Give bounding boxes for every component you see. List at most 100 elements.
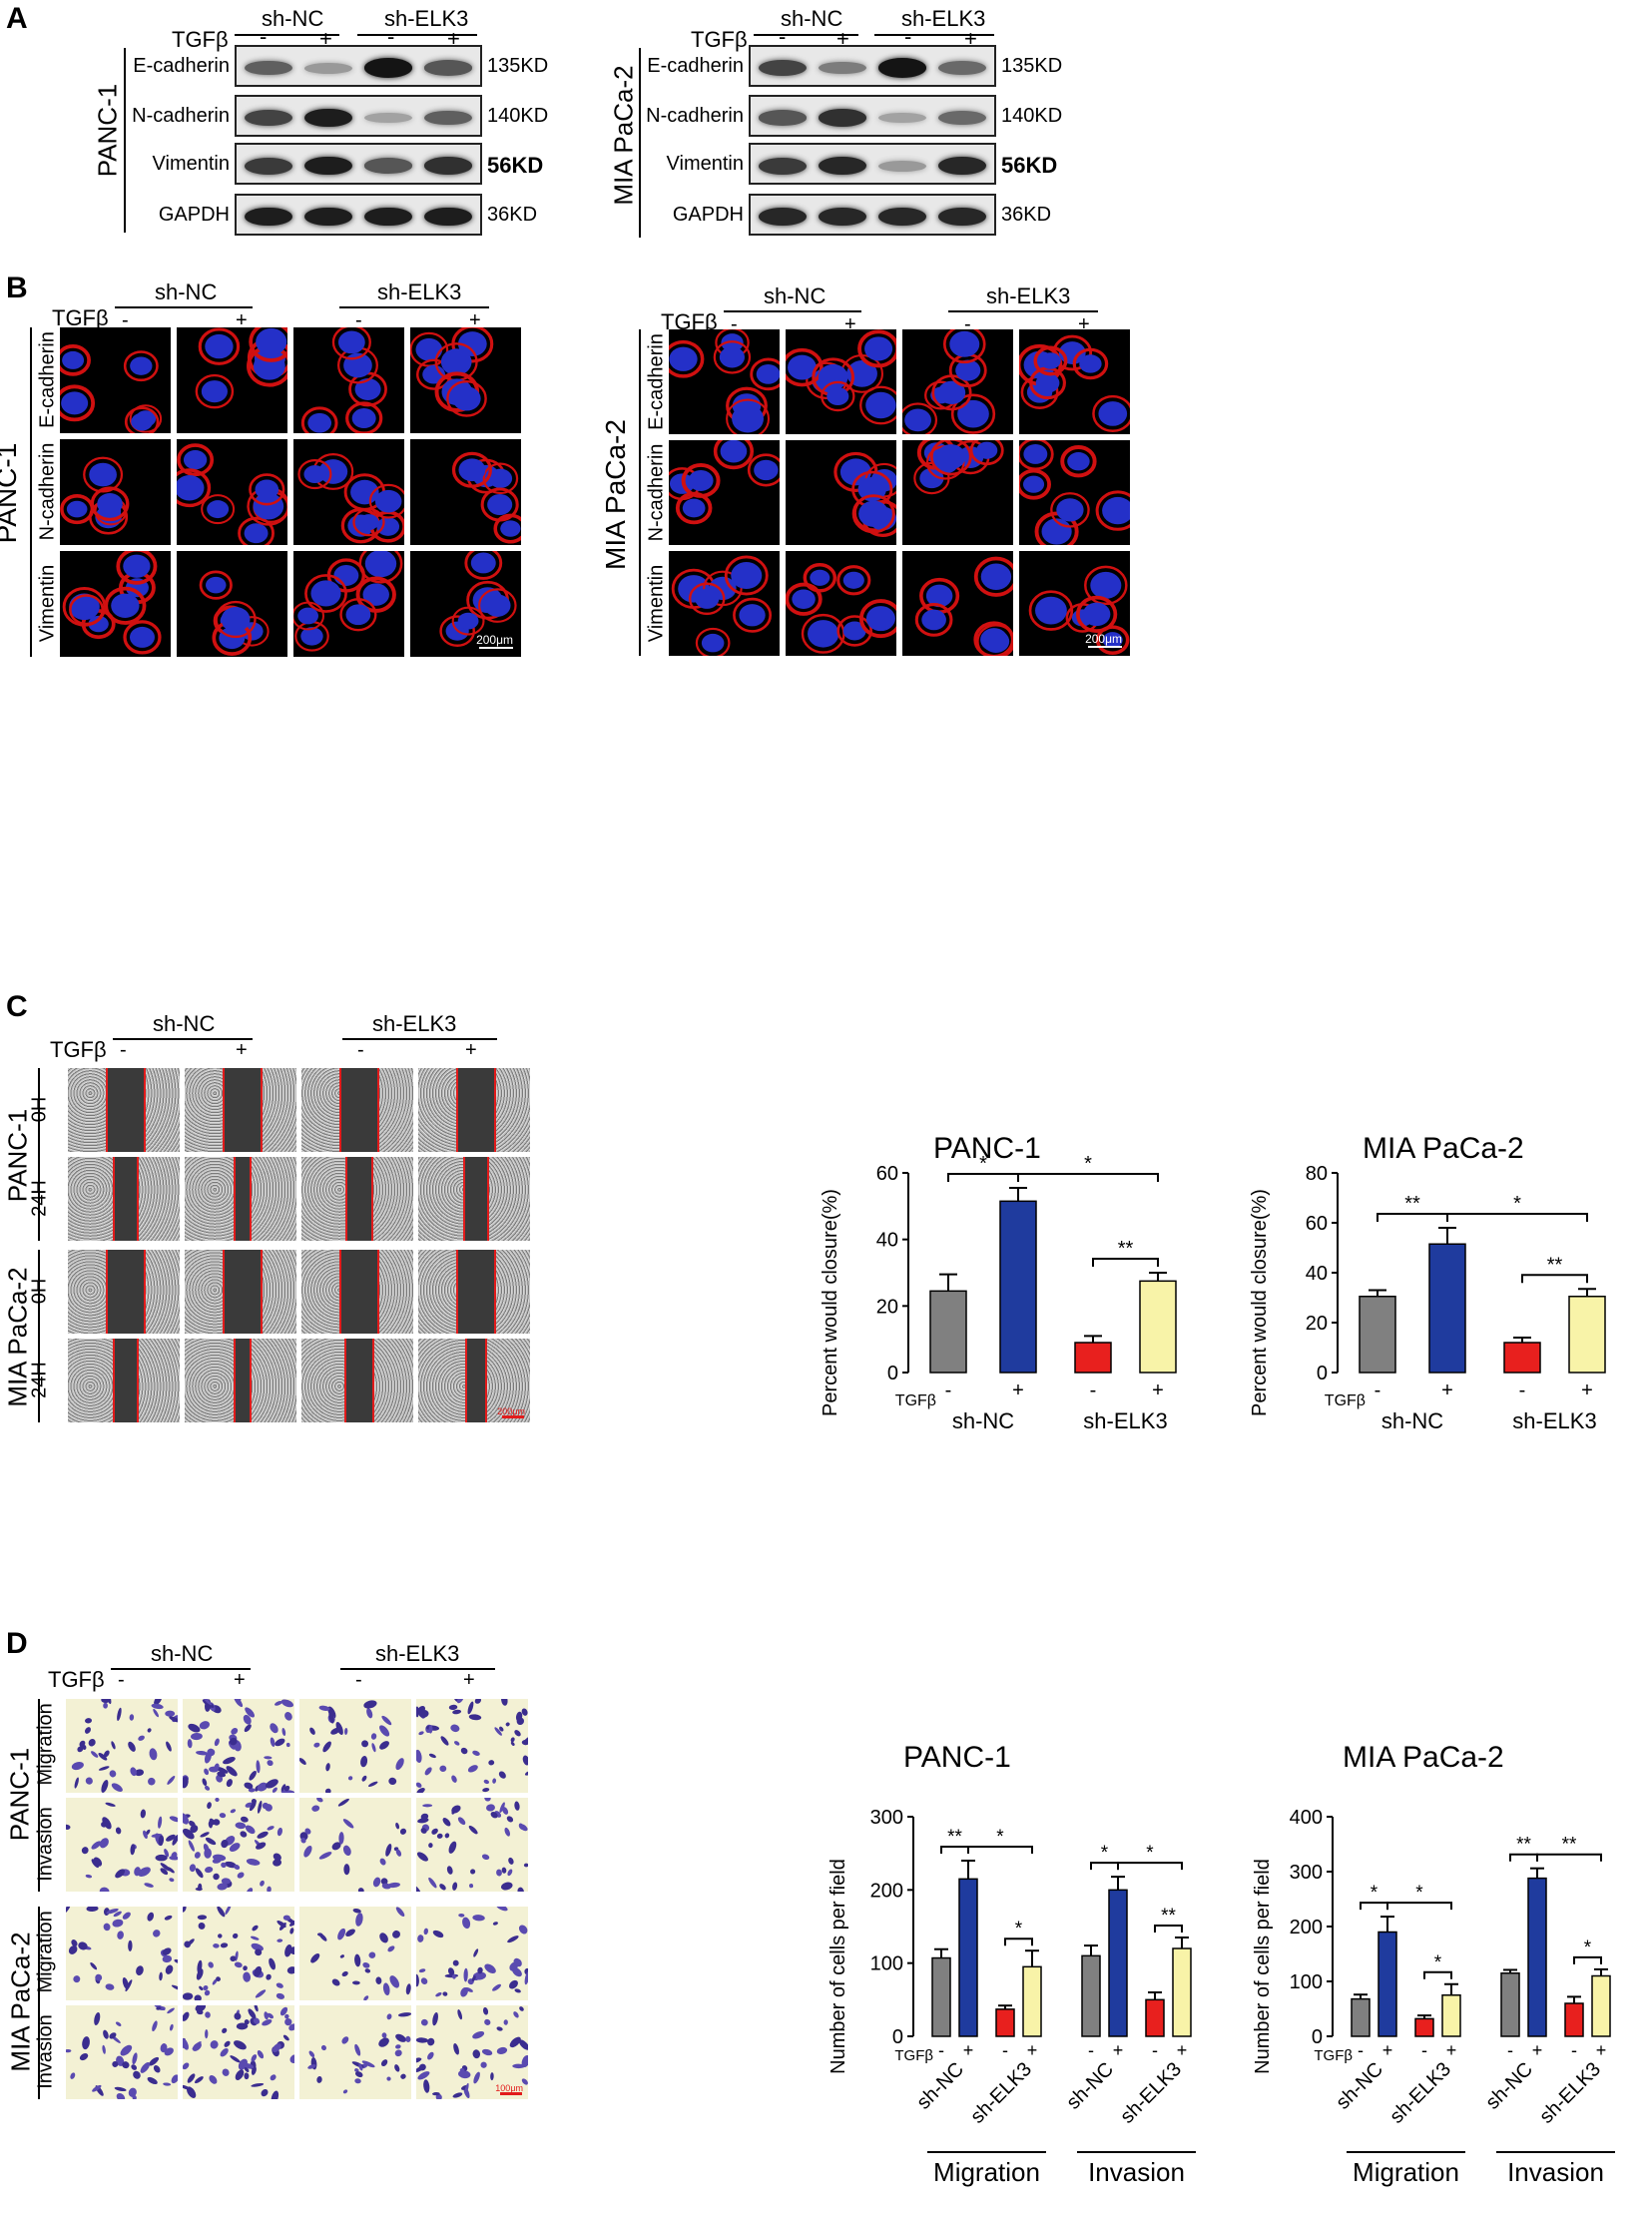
stained-cell [472,1915,485,1922]
protein-band [245,60,292,76]
stained-cell [165,1710,176,1717]
tgfb-minus: - [355,1669,362,1691]
stained-cell [262,2019,273,2026]
nucleus [354,377,381,400]
stained-cell [505,1722,510,1727]
stained-cell [439,1765,447,1772]
stained-cell [382,1982,390,1996]
stained-cell [166,1741,172,1752]
stained-cell [483,1779,489,1785]
stained-cell [458,1913,465,1918]
stained-cell [234,2012,242,2020]
stained-cell [66,1824,71,1830]
nucleus [842,571,864,589]
stained-cell [209,2075,218,2084]
stained-cell [102,2044,106,2054]
membrane-stain [1019,468,1051,500]
stained-cell [416,1782,422,1788]
tgfb-plus: + [1152,1380,1164,1401]
stained-cell [220,2048,229,2057]
nucleus [415,337,443,361]
stained-cell [134,1769,145,1777]
nucleus [457,331,487,356]
transwell-image [299,2005,411,2099]
significance-bracket [1154,1925,1183,1933]
stained-cell [172,1834,178,1846]
protein-band [819,109,866,127]
stained-cell [232,1933,239,1938]
membrane-stain [116,551,158,585]
wound-gap [234,1339,252,1422]
wound-image [418,1250,530,1334]
cell-line-label: PANC-1 [92,83,123,178]
protein-band [245,157,292,175]
fluorescence-image: 200μm [1019,551,1130,656]
stained-cell [506,1816,514,1823]
nucleus [846,360,877,387]
nucleus [61,391,89,415]
stained-cell [354,2071,363,2078]
membrane-stain [177,468,212,508]
stained-cell [361,2060,375,2068]
stained-cell [355,1913,363,1927]
stained-cell [448,1704,458,1711]
protein-label: N-cadherin [646,105,744,127]
wound-gap [113,1157,139,1241]
stained-cell [194,1994,202,2000]
nucleus [303,465,326,484]
stained-cell [428,1843,433,1849]
stained-cell [484,2018,491,2025]
tgfb-plus: + [447,26,460,51]
stained-cell [508,1857,514,1865]
tgfb-minus: - [1375,1380,1381,1401]
stained-cell [105,1983,115,1990]
stained-cell [226,1779,233,1788]
stained-cell [120,2044,133,2056]
cell-line-label: PANC-1 [0,442,22,544]
bar [1108,1889,1128,2037]
stained-cell [492,1778,497,1784]
stained-cell [194,2076,204,2084]
wound-healing-images: sh-NC sh-ELK3 TGFβ - + - + PANC-1 MIA PaCa-2 0H 24… [0,1003,759,1472]
significance-bracket [1117,1862,1183,1871]
section-label: Migration [933,2157,1040,2187]
transwell-image [66,2005,178,2099]
nucleus [701,633,725,653]
group-label-sh-elk3: sh-ELK3 [986,283,1071,308]
stained-cells-svg [416,1907,528,1997]
wound-image [185,1157,296,1241]
tgfb-plus: + [964,26,977,51]
stained-cell [395,2044,401,2049]
stained-cell [200,1832,210,1838]
tgfb-plus: + [836,26,849,51]
stained-cell [360,1756,368,1768]
stained-cell [482,2007,489,2015]
stained-cell [472,2049,481,2059]
transwell-image [66,1907,178,2000]
stained-cell [337,1798,349,1807]
stained-cell [379,1725,390,1737]
tgfb-label: TGFβ [1325,1392,1366,1409]
group-label: sh-ELK3 [1385,2058,1455,2128]
stained-cells-svg [416,2006,528,2099]
stained-cell [452,1882,458,1891]
group-label: sh-NC [1381,1408,1443,1433]
protein-label: N-cadherin [132,105,230,127]
stained-cell [299,1758,306,1765]
stained-cell [213,1873,220,1881]
stained-cell [367,1781,378,1787]
kd-size-label: 140KD [1001,105,1063,127]
stained-cell [167,2007,175,2014]
stained-cell [205,1867,214,1874]
stained-cells-svg [307,2012,411,2094]
fluorescence-image [177,327,287,433]
stained-cell [418,1731,424,1736]
stained-cell [342,1819,354,1829]
nucleus [904,408,931,432]
nucleus [333,565,359,586]
protein-band [938,207,986,227]
stained-cell [112,2060,119,2067]
stained-cell [257,1831,269,1839]
stained-cell [94,2012,101,2025]
stained-cell [440,1736,449,1746]
